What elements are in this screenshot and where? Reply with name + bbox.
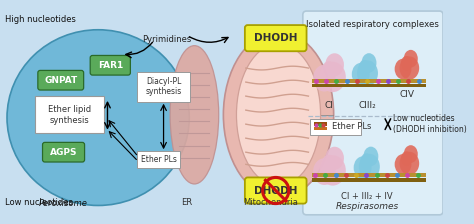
Ellipse shape [357, 60, 378, 86]
Ellipse shape [321, 61, 337, 81]
Text: Low nucleotides: Low nucleotides [5, 198, 73, 207]
Ellipse shape [404, 145, 418, 163]
Ellipse shape [401, 56, 412, 71]
Text: High nucleotides: High nucleotides [5, 15, 75, 24]
FancyBboxPatch shape [137, 72, 190, 102]
Ellipse shape [7, 30, 189, 205]
Ellipse shape [223, 32, 334, 198]
Ellipse shape [237, 44, 320, 186]
Text: ER: ER [182, 198, 192, 207]
Text: Peroxisome: Peroxisome [39, 199, 88, 208]
Ellipse shape [313, 65, 336, 92]
Bar [312, 173, 426, 177]
Ellipse shape [354, 156, 372, 179]
Text: DHODH: DHODH [254, 185, 298, 196]
Ellipse shape [395, 59, 411, 79]
Ellipse shape [401, 151, 412, 166]
FancyBboxPatch shape [245, 177, 307, 204]
Text: CI: CI [325, 101, 333, 110]
Text: DHODH: DHODH [254, 33, 298, 43]
Ellipse shape [364, 147, 378, 166]
Ellipse shape [319, 155, 346, 186]
Ellipse shape [325, 53, 344, 76]
Text: Pyrimidines: Pyrimidines [142, 35, 191, 44]
Text: CI + III₂ + IV: CI + III₂ + IV [341, 192, 393, 201]
FancyBboxPatch shape [43, 142, 84, 162]
Text: FAR1: FAR1 [98, 61, 123, 70]
FancyBboxPatch shape [245, 25, 307, 51]
Text: AGPS: AGPS [50, 148, 77, 157]
Ellipse shape [352, 63, 370, 86]
Ellipse shape [404, 50, 418, 68]
Bar [314, 127, 327, 130]
Text: GNPAT: GNPAT [44, 76, 77, 85]
Ellipse shape [358, 60, 371, 76]
Ellipse shape [170, 46, 219, 184]
Text: CIII₂: CIII₂ [358, 101, 376, 110]
Text: Diacyl-PL
synthesis: Diacyl-PL synthesis [146, 77, 182, 97]
Ellipse shape [400, 152, 419, 175]
Ellipse shape [395, 154, 411, 175]
Ellipse shape [319, 62, 346, 92]
Text: Respirasomes: Respirasomes [336, 202, 399, 211]
Bar [312, 178, 426, 182]
FancyBboxPatch shape [310, 118, 361, 135]
Text: CIV: CIV [400, 90, 415, 99]
Text: Isolated respiratory complexes: Isolated respiratory complexes [307, 20, 439, 29]
Bar [312, 84, 426, 87]
Text: Ether PLs: Ether PLs [332, 123, 371, 131]
Text: Ether PLs: Ether PLs [141, 155, 177, 164]
FancyBboxPatch shape [38, 70, 83, 90]
Ellipse shape [359, 154, 380, 179]
Bar [314, 122, 327, 126]
FancyBboxPatch shape [90, 56, 130, 75]
Ellipse shape [325, 147, 344, 170]
Ellipse shape [321, 155, 337, 174]
Ellipse shape [400, 56, 419, 80]
FancyBboxPatch shape [137, 151, 181, 168]
Bar [312, 79, 426, 83]
Text: Ether lipid
synthesis: Ether lipid synthesis [47, 105, 91, 125]
FancyBboxPatch shape [35, 96, 104, 134]
Text: Mitochondria: Mitochondria [244, 198, 299, 207]
Text: Low nucleotides
(DHODH inhibition): Low nucleotides (DHODH inhibition) [392, 114, 466, 134]
Ellipse shape [360, 153, 373, 170]
FancyBboxPatch shape [303, 11, 443, 215]
Ellipse shape [313, 158, 336, 185]
Ellipse shape [362, 53, 376, 73]
